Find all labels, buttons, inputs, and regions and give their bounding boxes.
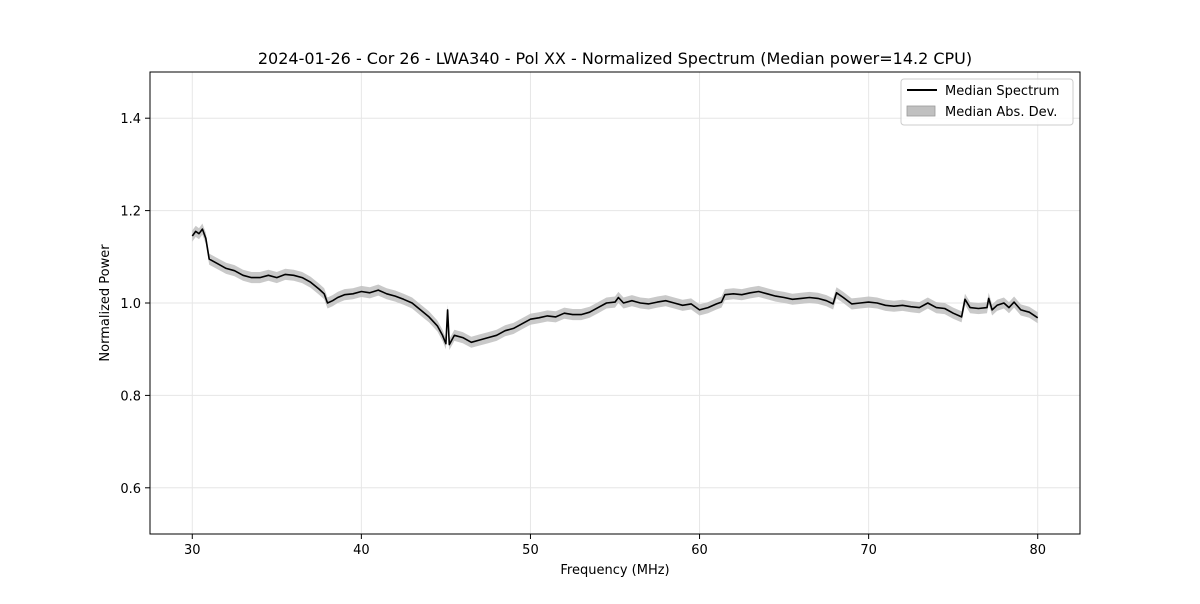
y-axis-label: Normalized Power (98, 244, 113, 362)
y-tick-label: 0.8 (120, 389, 141, 404)
legend: Median Spectrum Median Abs. Dev. (900, 78, 1074, 126)
x-tick-label: 80 (1029, 543, 1046, 558)
mad-band (192, 223, 1038, 351)
x-tick-label: 70 (860, 543, 877, 558)
x-tick-label: 40 (353, 543, 370, 558)
x-tick-label: 60 (691, 543, 708, 558)
chart-title: 2024-01-26 - Cor 26 - LWA340 - Pol XX - … (258, 49, 972, 68)
median-spectrum-line (191, 228, 1039, 346)
median-line-layer (191, 228, 1039, 346)
y-tick-label: 1.4 (120, 112, 141, 127)
axis-ticks: 30 40 50 60 70 80 0.6 0.8 1.0 1.2 1.4 (120, 112, 1046, 558)
legend-box (900, 78, 1074, 126)
legend-entry-median-spectrum: Median Spectrum (945, 84, 1059, 99)
y-tick-label: 1.2 (120, 205, 141, 220)
x-axis-label: Frequency (MHz) (560, 563, 669, 578)
x-tick-label: 50 (522, 543, 539, 558)
mad-band-layer (192, 223, 1038, 351)
y-tick-label: 0.6 (120, 482, 141, 497)
legend-entry-mad: Median Abs. Dev. (945, 105, 1057, 120)
legend-band-swatch (906, 105, 936, 117)
y-tick-label: 1.0 (120, 297, 141, 312)
x-tick-label: 30 (184, 543, 201, 558)
